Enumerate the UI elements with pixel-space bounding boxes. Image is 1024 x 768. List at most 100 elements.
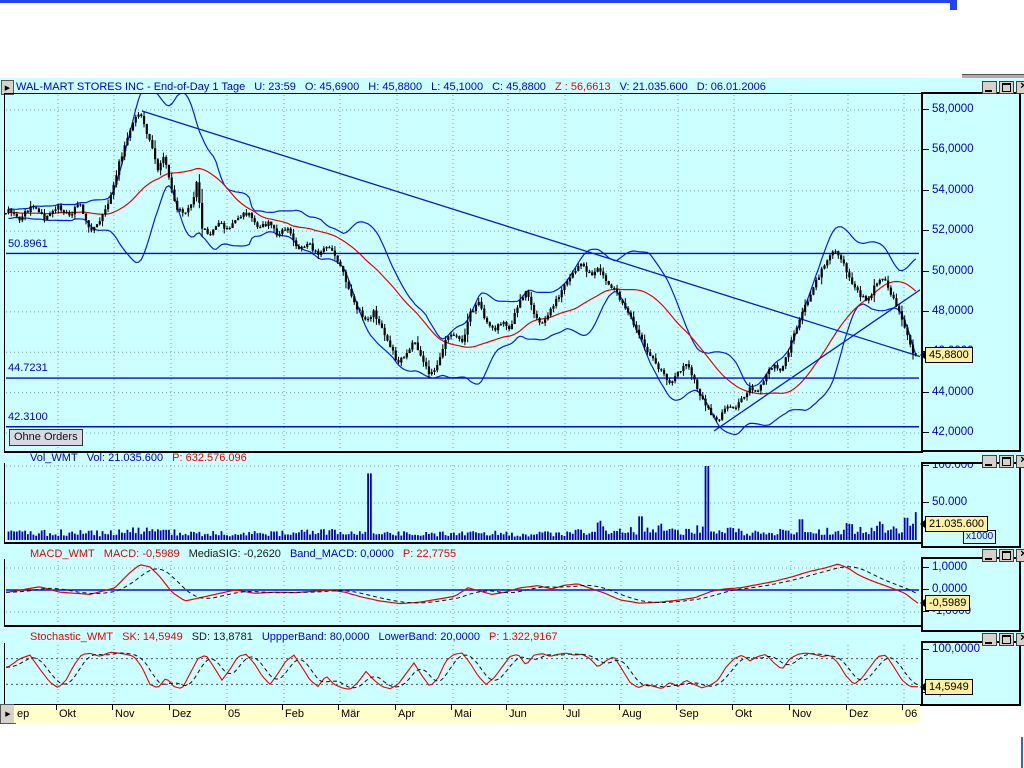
macd-band-value: Band_MACD: 0,0000 — [289, 548, 394, 560]
axis-tick-label: 58,0000 — [932, 103, 974, 115]
last-macd-marker: -0,5989 — [919, 595, 971, 611]
volume-close-button[interactable]: × — [1016, 455, 1024, 468]
price-close-button[interactable]: × — [1016, 81, 1024, 94]
date-value: D: 06.01.2006 — [696, 81, 766, 93]
volume-plot-area[interactable] — [4, 463, 923, 544]
axis-tick-label: 0,0000 — [932, 583, 968, 595]
time-axis-tick — [846, 705, 847, 710]
time-axis[interactable]: ep Okt Nov Dez 05 Feb Mär Apr Mai Jun Jul Aug Sep Okt… — [14, 704, 920, 723]
time-axis-tick — [282, 705, 283, 710]
low-value: L: 45,1000 — [431, 81, 484, 93]
time-axis-label-dez: Dez — [172, 708, 192, 720]
time-axis-label-okt: Okt — [735, 708, 753, 720]
axis-tick — [923, 432, 929, 433]
price-plot-area[interactable] — [4, 93, 923, 453]
sma-line — [8, 167, 917, 395]
grid-lines — [6, 95, 919, 702]
time-axis-label-aug: Aug — [622, 708, 642, 720]
volume-p-value: P: 632.576.096 — [172, 452, 247, 464]
close-value: C: 45,8800 — [492, 81, 546, 93]
price-maximize-button[interactable] — [999, 81, 1014, 94]
time-axis-tick — [506, 705, 507, 710]
time-axis-tick — [225, 705, 226, 710]
axis-tick-label: 54,0000 — [932, 183, 974, 196]
axis-tick-label: 100.000 — [932, 462, 974, 471]
macd-panel-header: MACD_WMT MACD: -0,5989 MediaSIG: -0,2620… — [30, 547, 456, 561]
stoch-minimize-button[interactable] — [982, 633, 997, 646]
price-chart-layer — [5, 94, 920, 436]
support-level-label-2: 42.3100 — [8, 411, 48, 423]
time-axis-tick — [902, 705, 903, 710]
price-window-controls: × — [982, 81, 1024, 94]
stoch-p-value: P: 1.322,9167 — [489, 631, 558, 643]
volume-scale-unit: x1000 — [963, 530, 997, 544]
macd-maximize-button[interactable] — [999, 549, 1014, 562]
last-price-marker: 45,8800 — [920, 347, 973, 363]
candlestick-series — [5, 111, 917, 423]
ohne-orders-button[interactable]: Ohne Orders — [9, 429, 83, 446]
time-axis-tick — [563, 705, 564, 710]
z-value: Z : 56,6613 — [554, 81, 611, 93]
stoch-sd-line — [5, 652, 919, 689]
time-axis-label-mär: Mär — [341, 708, 360, 720]
macd-minimize-button[interactable] — [982, 549, 997, 562]
macd-close-button[interactable]: × — [1016, 549, 1024, 562]
time-axis-label-06: 06 — [905, 708, 918, 720]
stoch-sd-value: SD: 13,8781 — [191, 631, 253, 643]
volume-bars — [7, 466, 917, 540]
macd-current: MACD: -0,5989 — [103, 548, 180, 560]
axis-tick-label: 42,0000 — [932, 426, 974, 438]
resistance-level-label: 50.8961 — [8, 238, 48, 250]
scrollbar-fragment[interactable] — [962, 74, 1024, 80]
axis-tick — [923, 391, 929, 393]
volume-axis[interactable]: 100.000 50.000 — [921, 462, 1021, 548]
time-axis-label-nov: Nov — [115, 708, 135, 720]
axis-tick-label: 50.000 — [932, 496, 968, 508]
volume-panel-header: Vol_WMT Vol: 21.035.600 P: 632.576.096 — [30, 451, 247, 465]
axis-tick — [923, 611, 929, 612]
axis-tick-label: 44,0000 — [932, 385, 974, 398]
time-axis-tick — [789, 705, 790, 710]
macd-plot-area[interactable] — [4, 559, 923, 627]
price-axis[interactable]: 58,0000 56,0000 54,0000 52,0000 50,0000 48,00… — [921, 92, 1021, 452]
time-axis-label-apr: Apr — [398, 708, 416, 720]
axis-tick — [923, 270, 929, 272]
scroll-arrow-icon: ▶ — [5, 711, 11, 718]
time-axis-label-dez: Dez — [849, 708, 869, 720]
update-time: U: 23:59 — [254, 81, 296, 93]
time-axis-tick — [112, 705, 113, 710]
volume-window-controls: × — [982, 455, 1024, 468]
stoch-maximize-button[interactable] — [999, 633, 1014, 646]
time-axis-tick — [676, 705, 677, 710]
top-divider-line — [0, 0, 957, 3]
price-panel-header: WAL-MART STORES INC - End-of-Day 1 Tage … — [16, 80, 766, 94]
time-axis-label-feb: Feb — [285, 708, 304, 720]
stoch-panel-header: Stochastic_WMT SK: 14,5949 SD: 13,8781 U… — [30, 630, 558, 644]
time-axis-tick — [732, 705, 733, 710]
axis-tick-label: 56,0000 — [932, 143, 974, 156]
stoch-close-button[interactable]: × — [1016, 633, 1024, 646]
axis-tick — [923, 465, 929, 466]
stoch-indicator-name: Stochastic_WMT — [30, 631, 114, 643]
stoch-sk-value: SK: 14,5949 — [122, 631, 183, 643]
time-axis-tick — [619, 705, 620, 710]
axis-tick — [923, 189, 929, 191]
macd-indicator-name: MACD_WMT — [30, 548, 95, 560]
time-axis-label-05: 05 — [228, 708, 241, 720]
stoch-plot-area[interactable] — [4, 643, 923, 706]
last-stoch-marker: 14,5949 — [920, 679, 973, 695]
time-axis-tick — [395, 705, 396, 710]
price-minimize-button[interactable] — [982, 81, 997, 94]
time-axis-label-mai: Mai — [454, 708, 472, 720]
last-volume-marker: 21.035.600 — [919, 516, 989, 532]
volume-minimize-button[interactable] — [982, 455, 997, 468]
panel-collapse-button-price[interactable]: ▶ — [1, 80, 14, 95]
volume-indicator-name: Vol_WMT — [30, 452, 78, 464]
axis-tick — [923, 502, 929, 503]
volume-maximize-button[interactable] — [999, 455, 1014, 468]
macd-window-controls: × — [982, 549, 1024, 562]
axis-tick-label: 100,0000 — [932, 643, 980, 655]
